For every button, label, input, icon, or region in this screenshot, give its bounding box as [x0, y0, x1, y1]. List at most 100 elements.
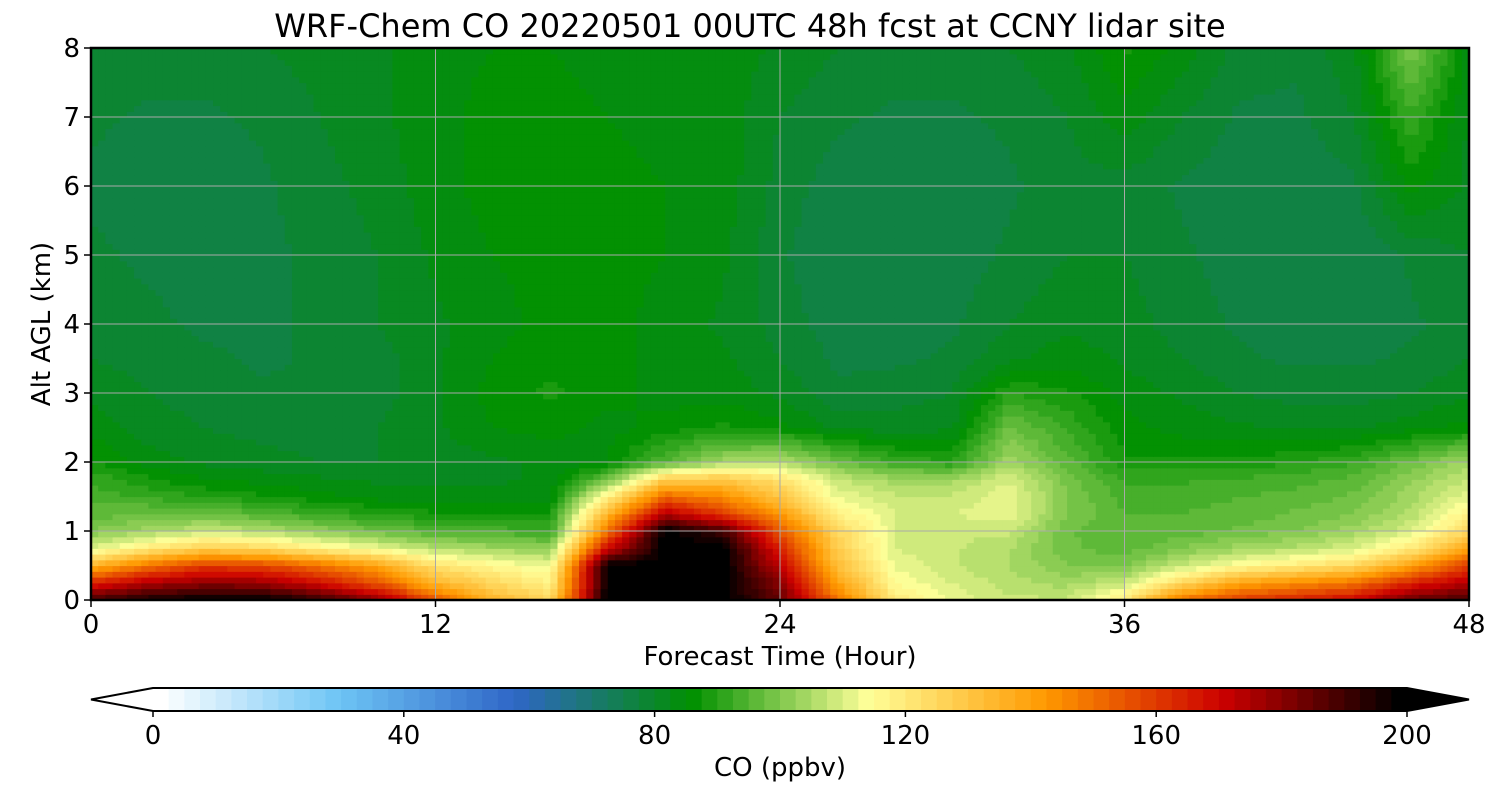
heatmap-cell [643, 554, 652, 561]
heatmap-cell [1038, 513, 1047, 521]
heatmap-cell [909, 536, 917, 544]
heatmap-cell [306, 571, 315, 578]
heatmap-cell [91, 456, 99, 463]
heatmap-cell [1318, 525, 1327, 532]
heatmap-cell [349, 594, 358, 600]
heatmap-cell [500, 559, 508, 567]
heatmap-cell [837, 588, 846, 595]
heatmap-cell [988, 559, 996, 567]
heatmap-cell [1059, 496, 1068, 503]
heatmap-cell [614, 485, 623, 492]
heatmap-cell [557, 513, 566, 521]
heatmap-cell [557, 531, 566, 538]
heatmap-cell [1146, 473, 1154, 480]
heatmap-cell [1433, 565, 1441, 572]
heatmap-cell [952, 519, 961, 526]
heatmap-cell [1303, 525, 1312, 532]
heatmap-cell [823, 473, 831, 480]
heatmap-cell [1232, 485, 1240, 492]
heatmap-cell [550, 462, 559, 469]
heatmap-cell [213, 490, 221, 498]
heatmap-cell [1059, 519, 1068, 526]
heatmap-cell [263, 467, 272, 475]
heatmap-cell [880, 467, 889, 475]
heatmap-cell [270, 467, 279, 475]
heatmap-cell [830, 559, 839, 567]
heatmap-cell [1067, 531, 1075, 538]
heatmap-cell [729, 485, 738, 492]
heatmap-cell [557, 571, 566, 578]
heatmap-cell [413, 525, 422, 532]
heatmap-cell [787, 496, 795, 503]
heatmap-cell [320, 536, 329, 544]
heatmap-cell [464, 485, 472, 492]
heatmap-cell [399, 462, 408, 469]
heatmap-cell [657, 525, 666, 532]
heatmap-cell [1239, 508, 1248, 515]
heatmap-cell [1167, 450, 1176, 457]
heatmap-cell [1059, 531, 1068, 538]
heatmap-cell [765, 577, 774, 584]
heatmap-cell [909, 519, 917, 526]
heatmap-cell [1289, 594, 1298, 600]
heatmap-cell [1002, 594, 1011, 600]
heatmap-cell [622, 479, 630, 486]
heatmap-cell [1440, 467, 1449, 475]
heatmap-cell [1411, 473, 1420, 480]
heatmap-cell [1189, 531, 1197, 538]
heatmap-cell [715, 594, 724, 600]
heatmap-cell [284, 490, 293, 498]
heatmap-cell [866, 554, 874, 561]
heatmap-cell [1275, 496, 1283, 503]
heatmap-cell [600, 577, 609, 584]
heatmap-cell [234, 519, 243, 526]
heatmap-cell [284, 508, 293, 515]
heatmap-cell [363, 542, 372, 549]
heatmap-cell [629, 588, 638, 595]
heatmap-cell [550, 559, 559, 567]
heatmap-cell [392, 519, 401, 526]
heatmap-cell [1095, 594, 1104, 600]
heatmap-cell [1268, 450, 1276, 457]
heatmap-cell [1346, 467, 1355, 475]
heatmap-cell [636, 519, 645, 526]
heatmap-cell [1418, 565, 1427, 572]
heatmap-cell [1038, 467, 1047, 475]
heatmap-cell [1224, 513, 1233, 521]
heatmap-cell [1160, 496, 1169, 503]
heatmap-cell [787, 450, 795, 457]
heatmap-cell [973, 571, 982, 578]
heatmap-cell [1153, 513, 1161, 521]
heatmap-cell [306, 508, 315, 515]
heatmap-cell [815, 496, 824, 503]
heatmap-cell [507, 554, 516, 561]
heatmap-cell [528, 450, 537, 457]
heatmap-cell [1397, 542, 1406, 549]
heatmap-cell [765, 462, 774, 469]
heatmap-cell [966, 536, 975, 544]
heatmap-cell [119, 467, 128, 475]
heatmap-cell [801, 536, 810, 544]
heatmap-cell [442, 508, 451, 515]
heatmap-cell [134, 513, 142, 521]
heatmap-cell [866, 456, 874, 463]
heatmap-cell [1009, 577, 1018, 584]
heatmap-cell [421, 531, 429, 538]
heatmap-cell [1339, 456, 1348, 463]
heatmap-cell [112, 502, 121, 509]
heatmap-cell [866, 467, 874, 475]
heatmap-cell [729, 490, 738, 498]
heatmap-cell [729, 531, 738, 538]
heatmap-cell [1110, 594, 1118, 600]
heatmap-cell [1275, 462, 1283, 469]
heatmap-cell [435, 582, 444, 590]
heatmap-cell [1325, 467, 1334, 475]
heatmap-cell [672, 456, 681, 463]
heatmap-cell [91, 531, 99, 538]
heatmap-cell [241, 479, 250, 486]
heatmap-cell [1425, 467, 1434, 475]
heatmap-cell [535, 462, 544, 469]
heatmap-cell [686, 536, 695, 544]
heatmap-cell [1346, 479, 1355, 486]
heatmap-cell [442, 571, 451, 578]
